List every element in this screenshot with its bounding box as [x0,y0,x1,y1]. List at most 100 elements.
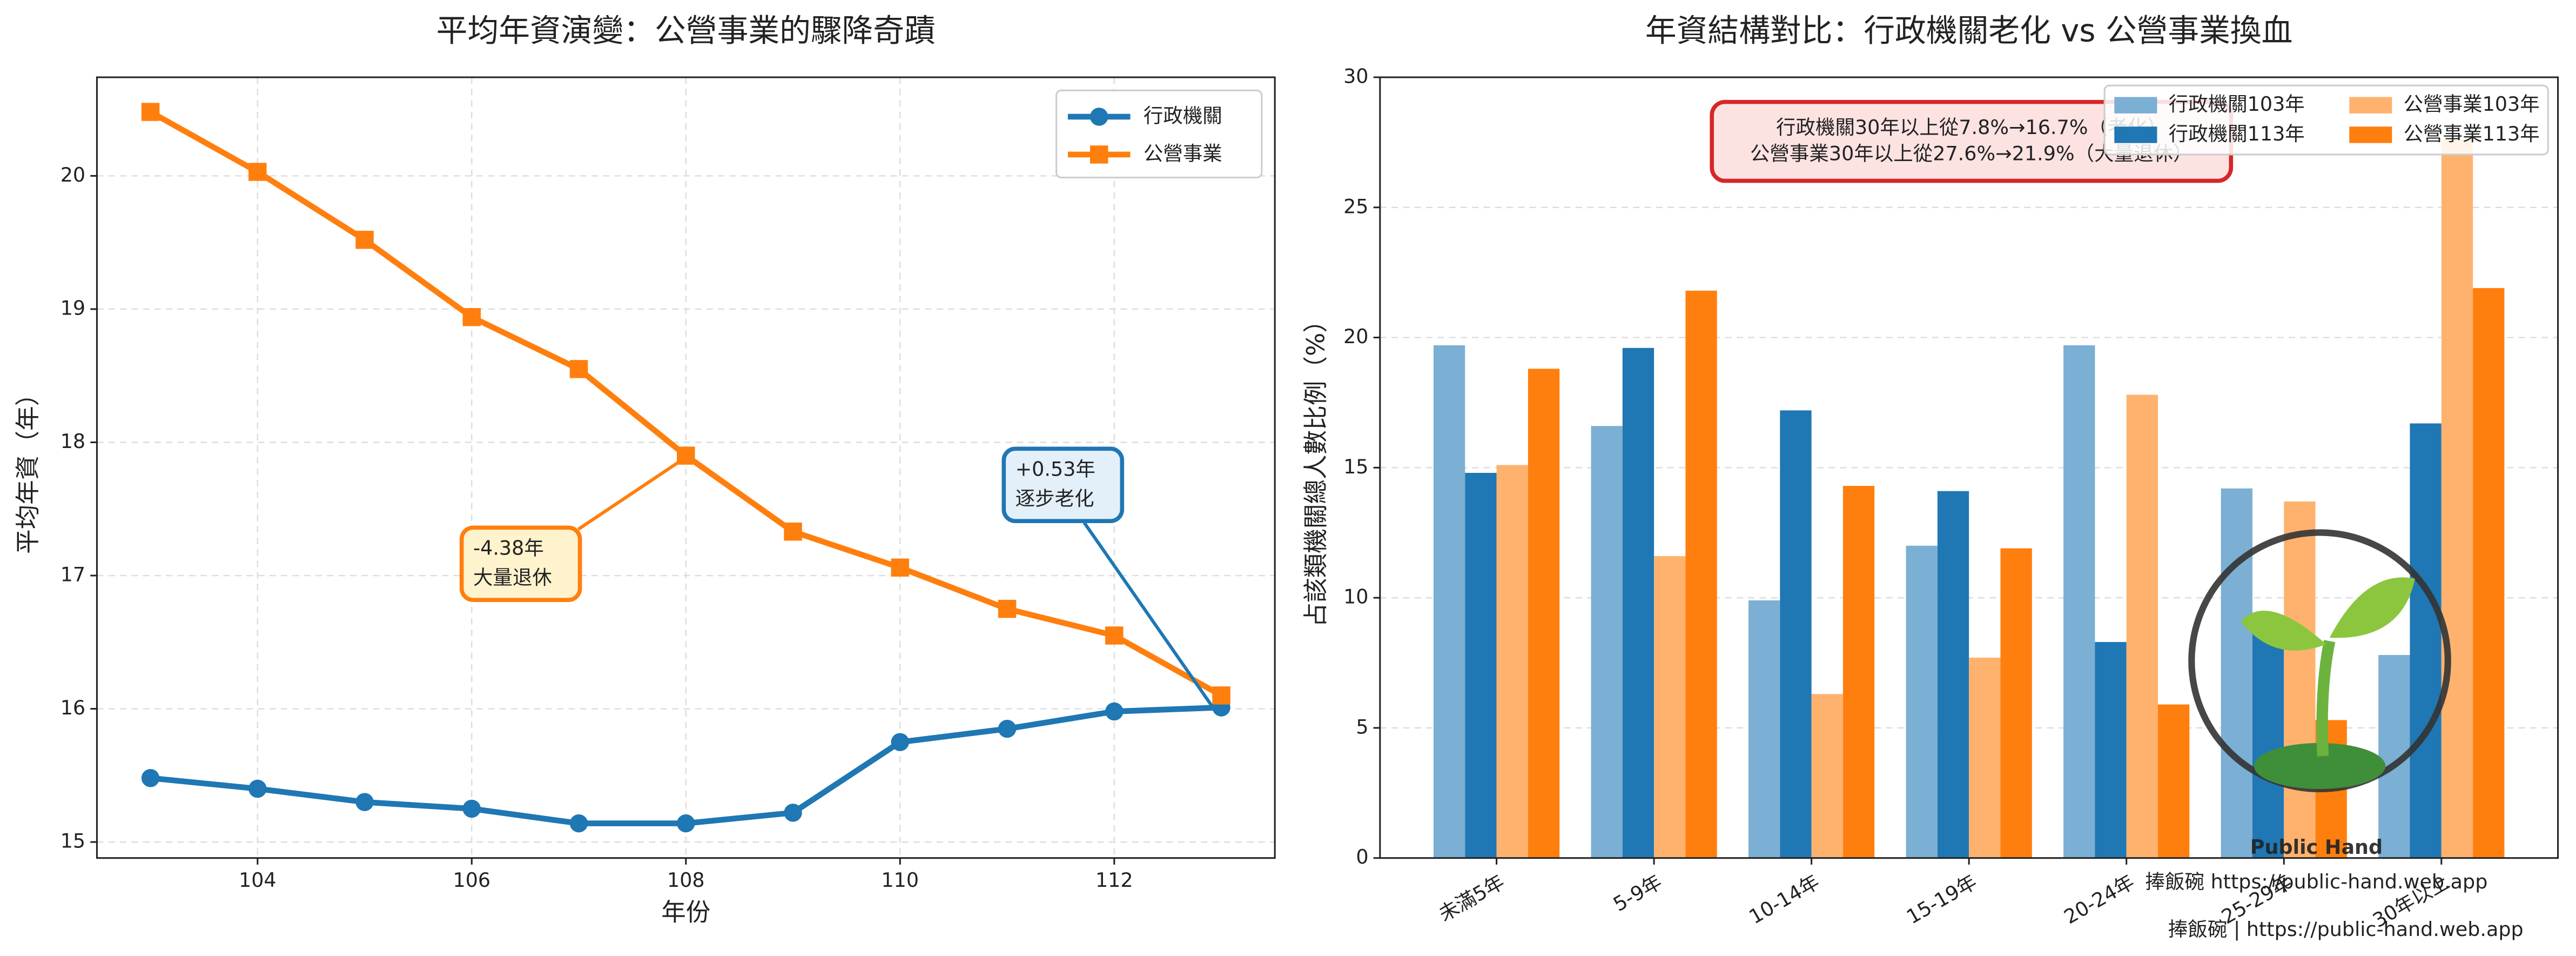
y-tick-label: 17 [60,563,85,586]
marker [569,360,588,378]
marker [784,522,802,541]
annotation-arrow [1082,522,1218,713]
marker [784,804,802,822]
y-tick-label: 15 [1343,455,1368,478]
marker [1212,686,1230,705]
bar [2000,548,2032,858]
y-tick-label: 25 [1343,195,1368,218]
y-axis-label: 占該類機關總人數比例（%） [1302,308,1330,627]
bar [2410,423,2442,858]
bar [1528,369,1560,858]
marker [891,733,910,751]
plot-frame [1379,76,2559,859]
legend-label: 公營事業 [1144,142,1222,165]
bar [2126,395,2158,858]
bar [2221,488,2252,858]
bar [1937,491,1969,858]
bar [1622,347,1654,858]
annotation-text: -4.38年 [473,536,544,559]
marker [355,793,374,811]
y-tick-label: 30 [1343,64,1368,88]
annotation-box [459,525,582,602]
marker [1105,626,1124,645]
legend-label: 公營事業113年 [2404,122,2540,145]
marker [998,719,1017,738]
x-tick-label: 108 [667,868,705,892]
marker [355,231,374,249]
marker [248,779,267,798]
chart-title: 平均年資演變：公營事業的驟降奇蹟 [436,12,936,49]
x-tick-label: 106 [453,868,490,892]
bar [1685,290,1717,858]
y-tick-label: 18 [60,430,85,453]
annotation-text: 大量退休 [473,566,552,589]
logo-leaf [2329,577,2415,638]
annotation-text: +0.53年 [1015,457,1095,480]
bar [1496,465,1528,858]
annotation-arrow [577,459,682,531]
bar [1433,345,1465,858]
bar [2063,345,2095,858]
watermark-brand: Public Hand [2250,835,2383,859]
bar [1811,694,1843,858]
y-axis-label: 平均年資（年） [14,382,42,554]
y-tick-label: 20 [60,163,85,186]
y-tick-label: 19 [60,296,85,319]
legend-box [2103,84,2549,156]
legend-swatch [2114,97,2157,113]
marker [462,799,481,818]
chart-title: 年資結構對比：行政機關老化 vs 公營事業換血 [1645,12,2293,49]
annotation-text: 行政機關30年以上從7.8%→16.7%（老化） [1776,116,2167,139]
y-tick-label: 16 [60,696,85,719]
bar [1465,472,1497,858]
legend-label: 行政機關103年 [2169,92,2305,116]
legend-swatch [2349,126,2392,143]
logo-leaf [2241,611,2326,651]
marker [569,814,588,833]
marker [1105,702,1124,721]
bar [1842,486,1875,858]
logo-soil [2254,743,2386,789]
logo-stem [2316,640,2336,757]
bar [2158,704,2190,858]
legend-label: 公營事業103年 [2404,92,2540,116]
marker [248,163,267,181]
bar [1654,556,1686,858]
legend-label: 行政機關113年 [2169,122,2305,145]
y-tick-label: 5 [1356,715,1368,738]
y-tick-label: 20 [1343,325,1368,348]
x-tick-label: 104 [239,868,277,892]
legend-marker [1090,108,1108,126]
bar [2441,139,2473,858]
annotation-box [1001,446,1125,523]
bar [1906,545,1938,858]
legend-swatch [2349,97,2392,113]
legend-marker [1090,145,1108,164]
x-axis-label: 年份 [661,898,710,927]
legend-swatch [2114,126,2157,143]
bar [1748,600,1780,858]
marker [462,308,481,326]
bar [2252,616,2284,858]
bar [1780,410,1812,858]
y-tick-label: 10 [1343,585,1368,609]
marker [141,769,160,787]
bar [1969,657,2001,858]
x-tick-label: 110 [881,868,919,892]
legend-label: 行政機關 [1144,104,1222,127]
x-tick-label: 112 [1095,868,1133,892]
footer: 捧飯碗 | https://public-hand.web.app [2168,918,2524,941]
marker [998,599,1017,618]
marker [891,558,910,577]
marker [677,814,695,833]
y-tick-label: 0 [1356,845,1368,868]
watermark-site: 捧飯碗 https://public-hand.web.app [2145,870,2488,893]
y-tick-label: 15 [60,830,85,853]
bar [2473,288,2505,858]
marker [141,103,160,121]
bar [2095,641,2127,858]
annotation-text: 逐步老化 [1015,487,1094,510]
bar [2284,501,2316,858]
bar [1591,426,1623,858]
